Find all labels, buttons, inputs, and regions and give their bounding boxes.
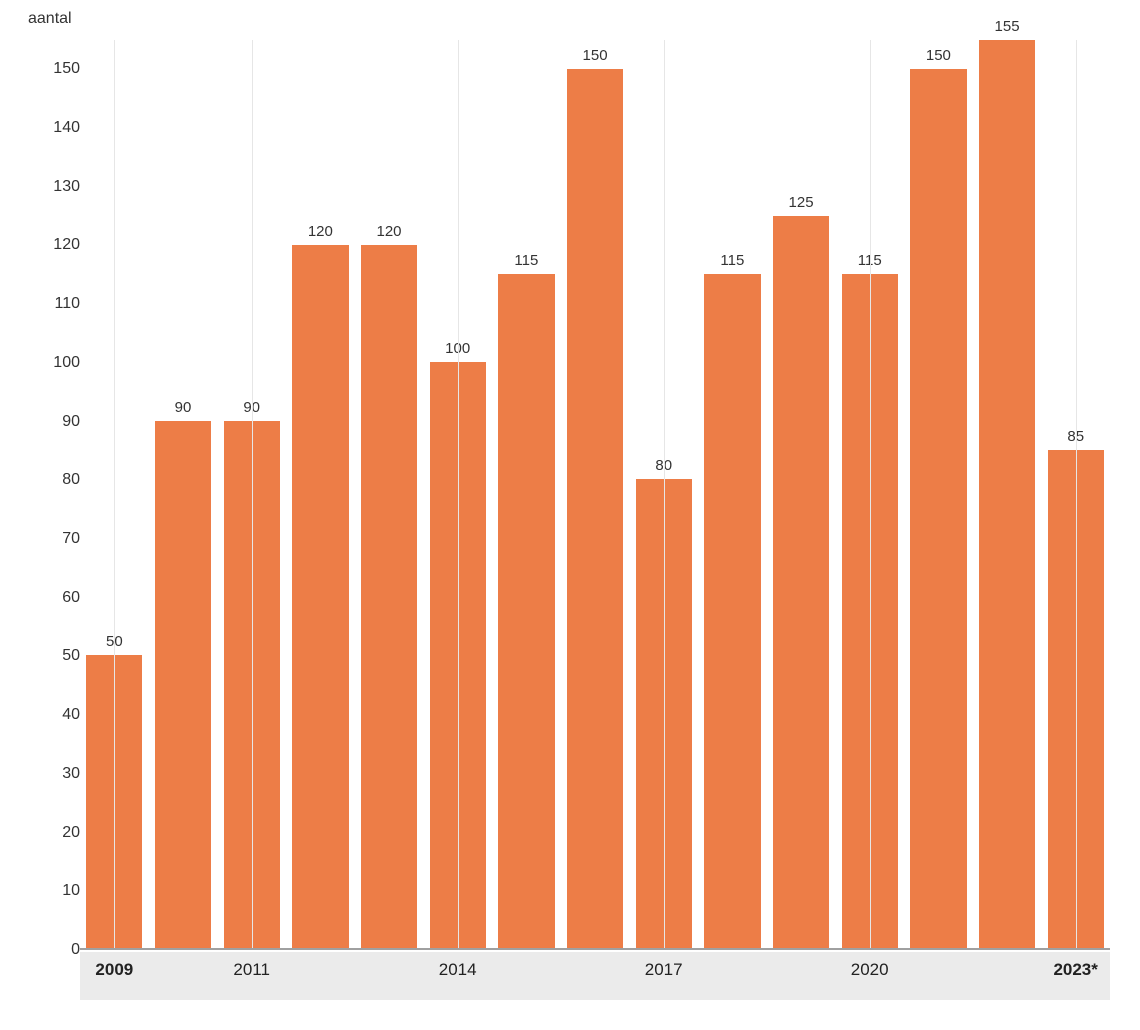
gridline <box>664 40 665 948</box>
bar: 125 <box>773 216 829 948</box>
bar-value-label: 115 <box>720 252 744 269</box>
bar: 115 <box>704 274 760 948</box>
bar: 90 <box>155 421 211 948</box>
y-tick-label: 140 <box>40 119 80 137</box>
bar-slot: 120 <box>286 40 355 948</box>
x-tick-label: 2017 <box>645 960 683 980</box>
bar-value-label: 150 <box>926 47 951 64</box>
y-tick-label: 100 <box>40 354 80 372</box>
bar-value-label: 115 <box>514 252 538 269</box>
plot-area: 5090901201201001151508011512511515015585 <box>80 40 1110 950</box>
y-tick-label: 80 <box>40 471 80 489</box>
y-tick-label: 150 <box>40 60 80 78</box>
x-tick-label: 2020 <box>851 960 889 980</box>
bar-slot: 115 <box>492 40 561 948</box>
gridline <box>114 40 115 948</box>
bar-value-label: 90 <box>175 399 192 416</box>
bar-slot: 150 <box>904 40 973 948</box>
x-tick-label: 2014 <box>439 960 477 980</box>
bar-slot: 155 <box>973 40 1042 948</box>
bar: 150 <box>567 69 623 948</box>
bar-value-label: 150 <box>583 47 608 64</box>
bar-value-label: 120 <box>308 223 333 240</box>
x-tick-label: 2011 <box>233 960 270 980</box>
y-tick-label: 20 <box>40 824 80 842</box>
bar-value-label: 120 <box>377 223 402 240</box>
x-tick-label: 2023* <box>1053 960 1097 980</box>
bar: 155 <box>979 40 1035 948</box>
y-tick-label: 10 <box>40 882 80 900</box>
bar-chart: aantal 509090120120100115150801151251151… <box>20 10 1120 1010</box>
y-tick-label: 130 <box>40 178 80 196</box>
y-tick-label: 70 <box>40 530 80 548</box>
gridline <box>458 40 459 948</box>
y-tick-label: 120 <box>40 236 80 254</box>
y-tick-label: 30 <box>40 765 80 783</box>
bar-value-label: 125 <box>789 194 814 211</box>
bar-value-label: 155 <box>995 18 1020 35</box>
bar: 120 <box>292 245 348 948</box>
bar: 115 <box>498 274 554 948</box>
bar-slot: 150 <box>561 40 630 948</box>
x-tick-label: 2009 <box>95 960 133 980</box>
y-tick-label: 40 <box>40 706 80 724</box>
y-tick-label: 60 <box>40 589 80 607</box>
y-axis-title: aantal <box>28 10 72 28</box>
bar: 150 <box>910 69 966 948</box>
bars-group: 5090901201201001151508011512511515015585 <box>80 40 1110 948</box>
gridline <box>870 40 871 948</box>
bar-slot: 120 <box>355 40 424 948</box>
bar-slot: 125 <box>767 40 836 948</box>
gridline <box>252 40 253 948</box>
y-tick-label: 90 <box>40 413 80 431</box>
y-tick-label: 110 <box>40 295 80 313</box>
gridline <box>1076 40 1077 948</box>
bar-slot: 90 <box>149 40 218 948</box>
x-axis-band: 2009 2011 2014 2017 2020 2023* <box>80 952 1110 1000</box>
bar-slot: 115 <box>698 40 767 948</box>
y-tick-label: 0 <box>40 941 80 959</box>
y-tick-label: 50 <box>40 647 80 665</box>
bar: 120 <box>361 245 417 948</box>
